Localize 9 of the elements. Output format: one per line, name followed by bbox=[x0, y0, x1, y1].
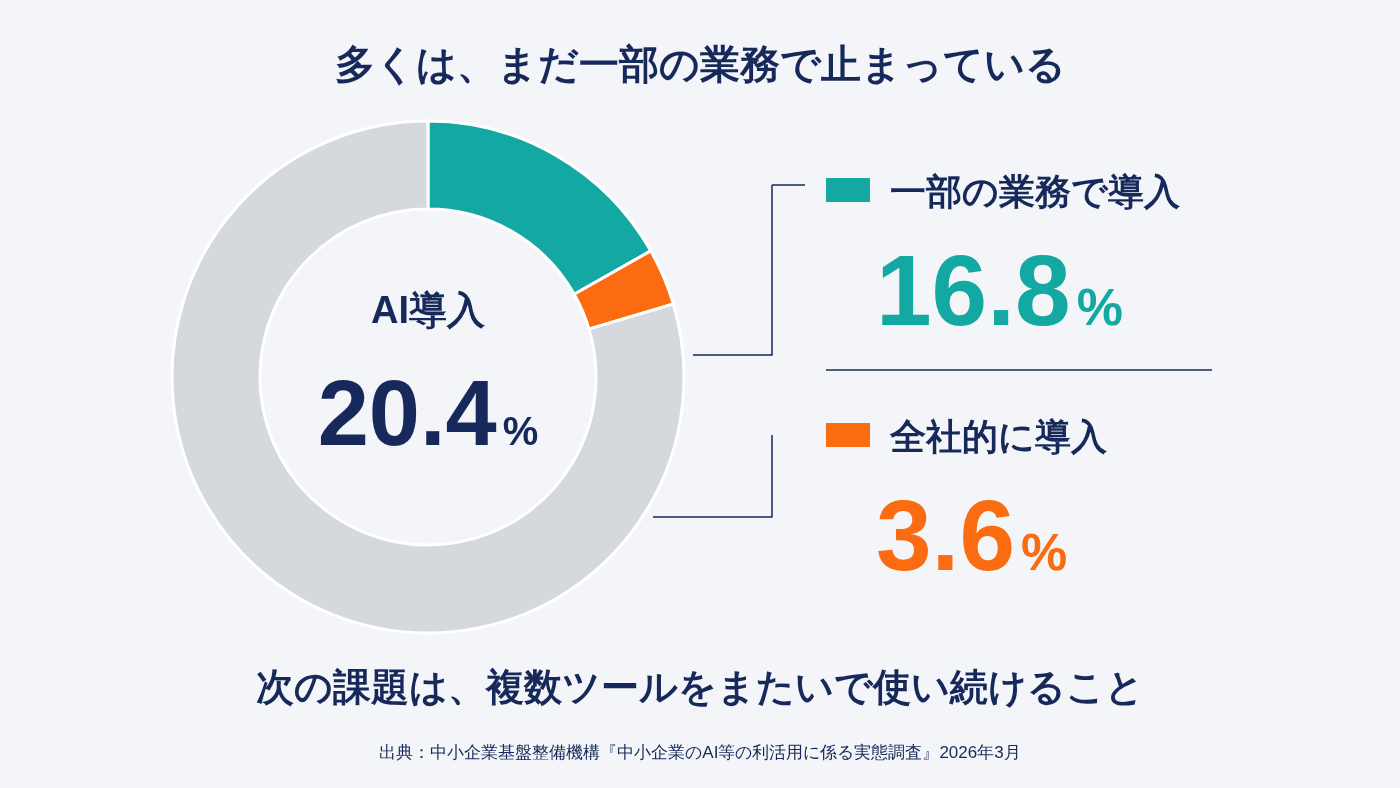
data-label: 3.6% bbox=[876, 479, 1068, 591]
legend-label: 全社的に導入 bbox=[889, 416, 1108, 457]
text: AI導入 bbox=[371, 289, 486, 331]
source-note: 出典：中小企業基盤整備機構『中小企業のAI等の利活用に係る実態調査』2026年3月 bbox=[379, 743, 1021, 762]
data-label: 16.8% bbox=[876, 234, 1123, 346]
text: 20.4% bbox=[317, 362, 539, 464]
legend-label: 一部の業務で導入 bbox=[890, 171, 1181, 212]
chart-title: 多くは、まだ一部の業務で止まっている bbox=[334, 42, 1066, 86]
text: 次の課題は、複数ツールをまたいで使い続けること bbox=[256, 666, 1144, 708]
